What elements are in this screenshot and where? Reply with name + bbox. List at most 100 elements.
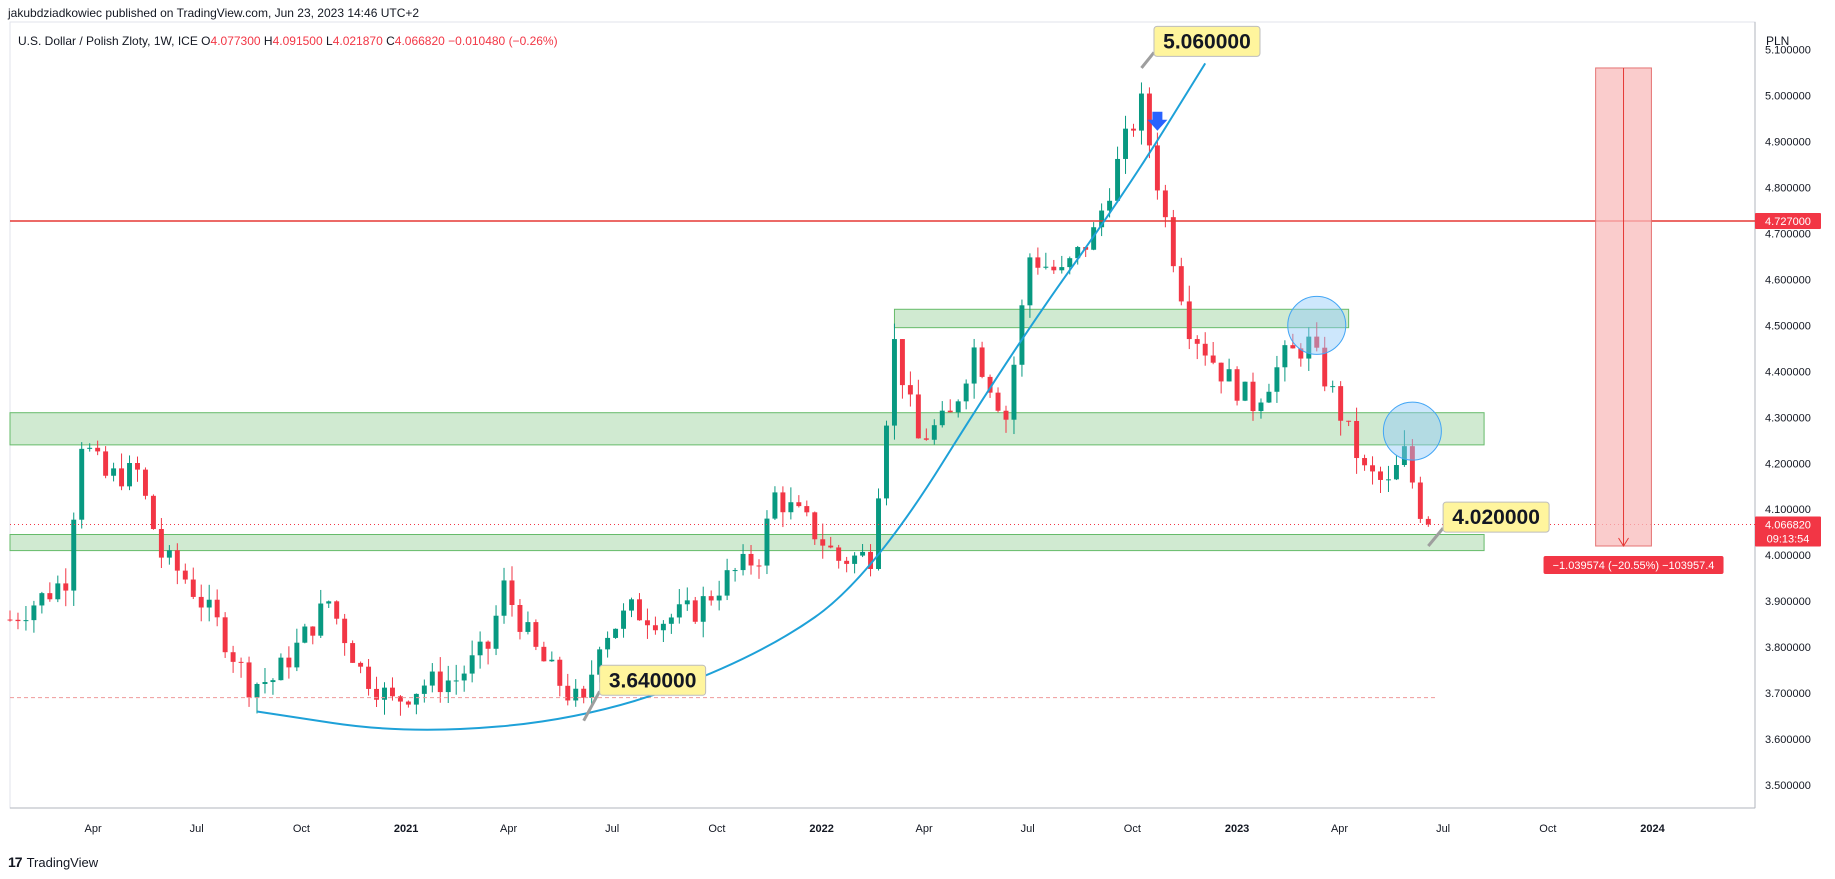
tradingview-logo-icon: 17 — [8, 854, 23, 870]
candle-body — [652, 625, 658, 631]
candle-body — [724, 570, 730, 596]
price-label-bg — [1755, 213, 1821, 230]
candle-body — [565, 685, 571, 701]
candle-body — [788, 502, 794, 513]
candle-body — [1393, 465, 1399, 480]
candle-body — [621, 610, 627, 629]
candle-body — [907, 385, 913, 395]
annotation-label: 5.060000 — [1163, 30, 1251, 53]
candle-body — [142, 469, 148, 496]
y-tick-label: 3.500000 — [1765, 780, 1811, 792]
candle-body — [1417, 482, 1423, 519]
candle-body — [302, 626, 308, 643]
candle-body — [7, 619, 13, 621]
candle-body — [1298, 348, 1304, 359]
candle-body — [39, 593, 45, 606]
y-tick-label: 3.700000 — [1765, 688, 1811, 700]
change-value: −0.010480 (−0.26%) — [448, 34, 558, 48]
annotation-pointer — [1427, 527, 1445, 547]
candle-body — [1425, 518, 1431, 525]
y-tick-label: 3.600000 — [1765, 734, 1811, 746]
candle-body — [684, 600, 690, 605]
price-countdown: 09:13:54 — [1767, 533, 1810, 545]
symbol-name: U.S. Dollar / Polish Zloty, 1W, ICE — [18, 34, 198, 48]
candle-body — [214, 599, 220, 618]
candle-body — [358, 662, 364, 667]
candle-body — [939, 410, 945, 426]
candle-body — [947, 410, 953, 413]
candle-body — [63, 583, 69, 591]
candle-body — [87, 447, 93, 449]
candle-body — [374, 688, 379, 700]
annotation-label: 3.640000 — [609, 669, 697, 692]
candle-body — [1027, 257, 1033, 306]
x-tick-label: Oct — [1539, 823, 1556, 835]
candle-body — [589, 674, 595, 698]
x-tick-label: Jul — [1021, 823, 1035, 835]
y-tick-label: 3.800000 — [1765, 642, 1811, 654]
candle-body — [852, 555, 858, 564]
candle-body — [963, 383, 969, 402]
candle-body — [884, 425, 889, 499]
x-tick-label: Apr — [915, 823, 932, 835]
measure-label: −1.039574 (−20.55%) −103957.4 — [1553, 560, 1715, 572]
candle-body — [780, 492, 786, 513]
candle-body — [111, 468, 117, 476]
publisher-line: jakubdziadkowiec published on TradingVie… — [8, 6, 420, 20]
candle-body — [174, 550, 180, 571]
x-tick-label: Jul — [1436, 823, 1450, 835]
candle-body — [923, 438, 929, 440]
x-tick-label: Jul — [190, 823, 204, 835]
candle-body — [772, 492, 778, 519]
price-label: 4.727000 — [1765, 216, 1811, 228]
x-tick-label: 2022 — [809, 823, 833, 835]
candle-body — [820, 539, 826, 546]
candle-body — [637, 599, 642, 621]
candle-body — [525, 622, 531, 632]
candle-body — [1194, 339, 1200, 344]
candle-body — [1131, 128, 1136, 131]
high-value: 4.091500 — [272, 34, 323, 48]
x-tick-label: Jul — [605, 823, 619, 835]
candle-body — [1282, 345, 1288, 368]
open-value: 4.077300 — [210, 34, 261, 48]
candle-body — [1178, 266, 1184, 302]
candle-body — [891, 339, 897, 426]
y-tick-label: 5.000000 — [1765, 91, 1811, 103]
candle-body — [1067, 258, 1073, 268]
candle-body — [1043, 266, 1049, 268]
candle-body — [1162, 190, 1168, 218]
candle-body — [397, 696, 403, 702]
candle-body — [119, 468, 125, 487]
candle-body — [1115, 158, 1121, 201]
candle-body — [334, 601, 340, 619]
candle-body — [668, 617, 674, 624]
candle-body — [150, 495, 156, 529]
candle-body — [310, 626, 316, 636]
price-label: 4.066820 — [1765, 519, 1811, 531]
candle-body — [732, 570, 738, 572]
candle-body — [1202, 343, 1208, 356]
y-tick-label: 3.900000 — [1765, 596, 1811, 608]
candle-body — [1011, 364, 1017, 420]
candle-body — [429, 671, 435, 686]
candle-body — [1146, 93, 1152, 146]
candle-body — [549, 659, 555, 662]
symbol-legend: U.S. Dollar / Polish Zloty, 1W, ICE O4.0… — [18, 34, 558, 48]
y-tick-label: 4.200000 — [1765, 458, 1811, 470]
candle-body — [71, 519, 77, 591]
candle-body — [931, 425, 937, 440]
candle-body — [230, 652, 236, 662]
candle-body — [1210, 355, 1216, 363]
low-value: 4.021870 — [332, 34, 383, 48]
candle-body — [692, 600, 698, 622]
candle-body — [1386, 479, 1391, 481]
support-resistance-zone — [9, 534, 1485, 552]
candle-body — [1322, 347, 1328, 387]
x-tick-label: Apr — [500, 823, 517, 835]
candle-body — [1274, 367, 1280, 392]
candle-body — [413, 693, 419, 705]
candle-body — [1330, 386, 1336, 388]
candle-body — [1170, 217, 1176, 267]
